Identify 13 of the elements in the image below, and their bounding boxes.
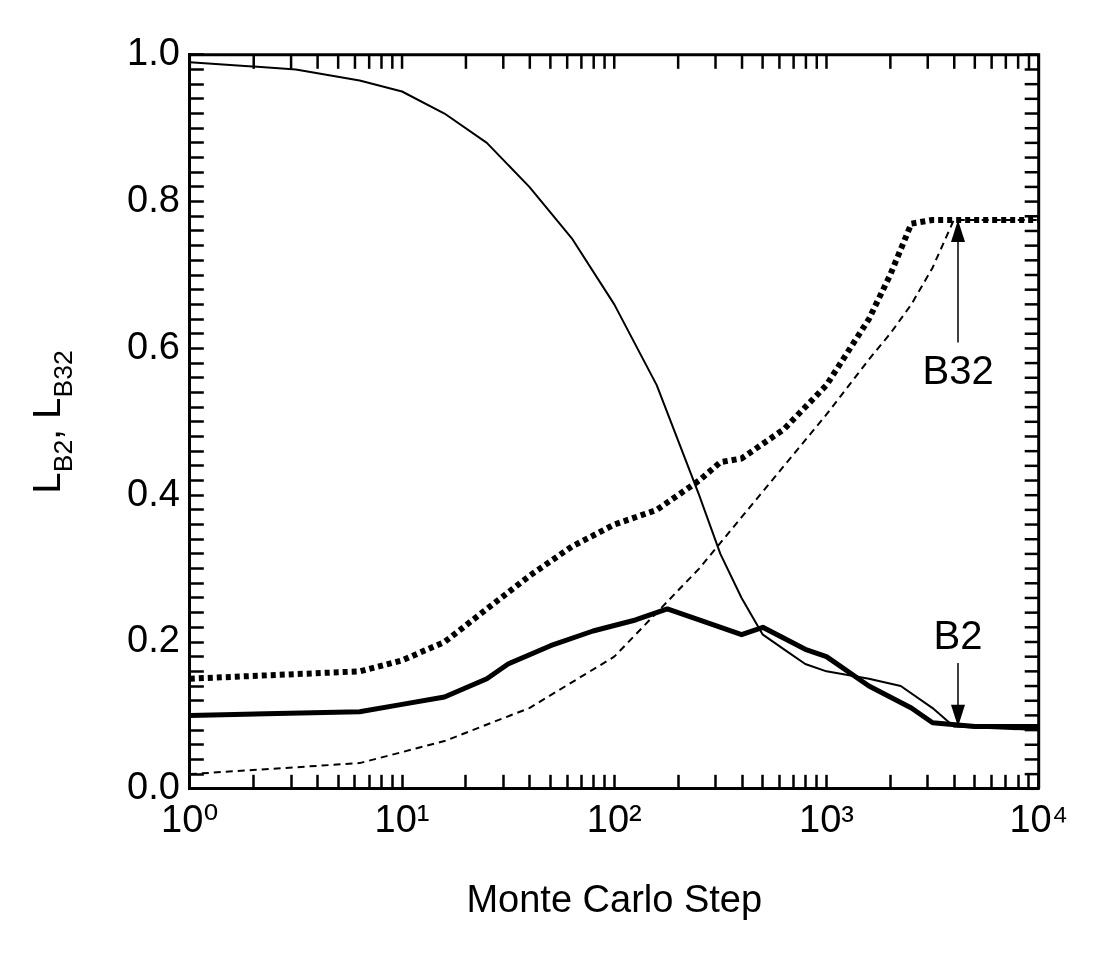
y-tick-label: 0.4 (127, 471, 180, 514)
y-tick-label: 0.2 (127, 618, 180, 661)
x-tick-label: 10³ (799, 798, 854, 841)
x-tick-label: 10² (586, 798, 642, 841)
x-axis-title: Monte Carlo Step (466, 877, 763, 920)
annotation: B32 (921, 347, 995, 395)
x-tick-label: 10⁴ (1009, 798, 1069, 841)
x-tick-label: 10¹ (374, 798, 430, 841)
y-tick-label: 0.6 (127, 324, 180, 367)
y-tick-label: 1.0 (127, 31, 180, 74)
y-tick-label: 0.8 (127, 178, 180, 221)
y-axis-title: LB2, LB32 (26, 350, 79, 494)
annotation: B2 (932, 611, 984, 659)
